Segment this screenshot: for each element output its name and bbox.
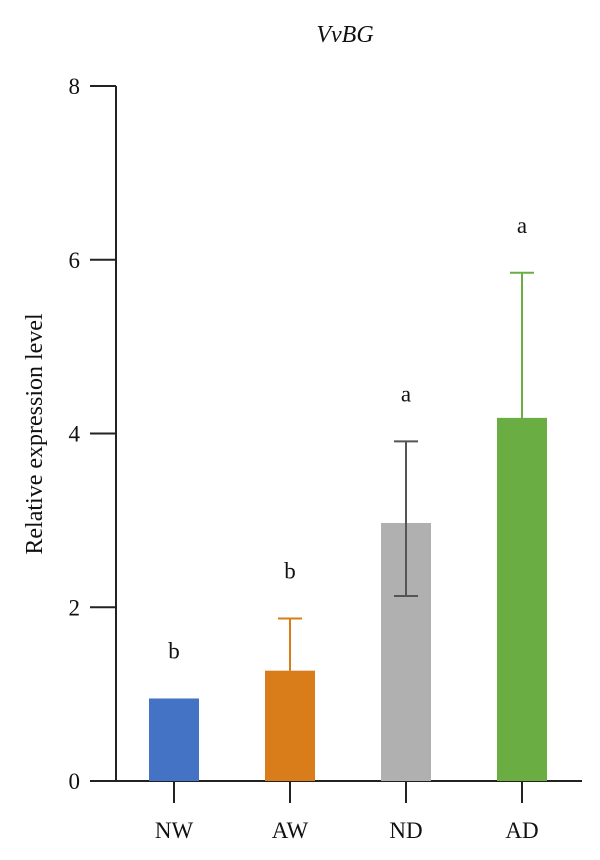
y-axis-label: Relative expression level [22,313,48,555]
y-tick-label: 8 [69,74,81,99]
y-tick-label: 4 [69,422,81,447]
significance-label-ad: a [517,213,527,238]
y-tick-label: 2 [69,595,81,620]
axes: 0 2 4 6 8 NW AW ND AD [69,74,582,843]
significance-label-nd: a [401,381,411,406]
y-tick-label: 6 [69,248,81,273]
y-tick-label: 0 [69,769,81,794]
significance-label-aw: b [284,559,296,584]
significance-label-nw: b [168,638,180,663]
bar-aw [265,670,315,781]
bar-nw [149,698,199,781]
x-tick-label-nd: ND [389,818,422,843]
bars-group: b b a a [149,213,547,781]
x-tick-label-ad: AD [505,818,538,843]
chart-title: VvBG [316,22,373,48]
x-tick-label-aw: AW [272,818,309,843]
x-tick-label-nw: NW [155,818,194,843]
